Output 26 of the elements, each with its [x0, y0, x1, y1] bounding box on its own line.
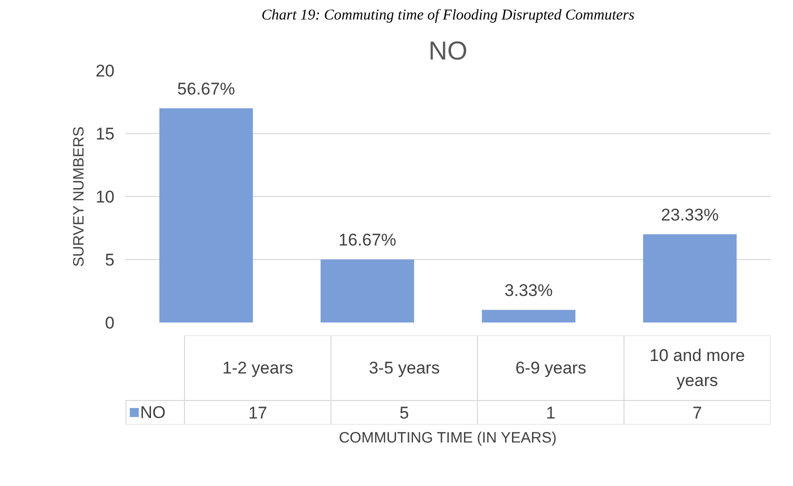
y-tick-label: 10: [96, 188, 115, 206]
x-tick-label: 1-2 years: [222, 358, 294, 378]
data-label: 5: [400, 404, 410, 422]
y-tick-label: 15: [96, 124, 115, 144]
x-tick-label: 10 and more years: [650, 346, 745, 390]
bar: [482, 310, 576, 322]
annotation: 56.67%: [177, 79, 235, 98]
y-tick-label: 0: [105, 314, 115, 332]
annotation: 23.33%: [661, 205, 719, 224]
y-tick-label: 20: [96, 62, 115, 80]
data-label: 17: [248, 404, 268, 422]
data-label: 1: [546, 404, 556, 422]
data-label: 7: [692, 404, 702, 422]
y-axis-title: SURVEY NUMBERS: [70, 126, 88, 267]
x-axis-title: COMMUTING TIME (IN YEARS): [338, 430, 557, 446]
legend-label: NO: [140, 403, 166, 422]
annotation: 3.33%: [504, 280, 553, 300]
x-tick-label: 3-5 years: [368, 358, 440, 378]
annotation: 16.67%: [338, 230, 396, 250]
chart-title: NO: [428, 36, 468, 66]
bar: [159, 108, 253, 322]
y-tick-label: 5: [105, 250, 115, 270]
bar: [643, 234, 737, 322]
bar: [320, 260, 414, 322]
caption: Chart 19: Commuting time of Flooding Disrupted Commuters: [262, 8, 635, 24]
x-tick-label: 6-9 years: [515, 358, 586, 378]
